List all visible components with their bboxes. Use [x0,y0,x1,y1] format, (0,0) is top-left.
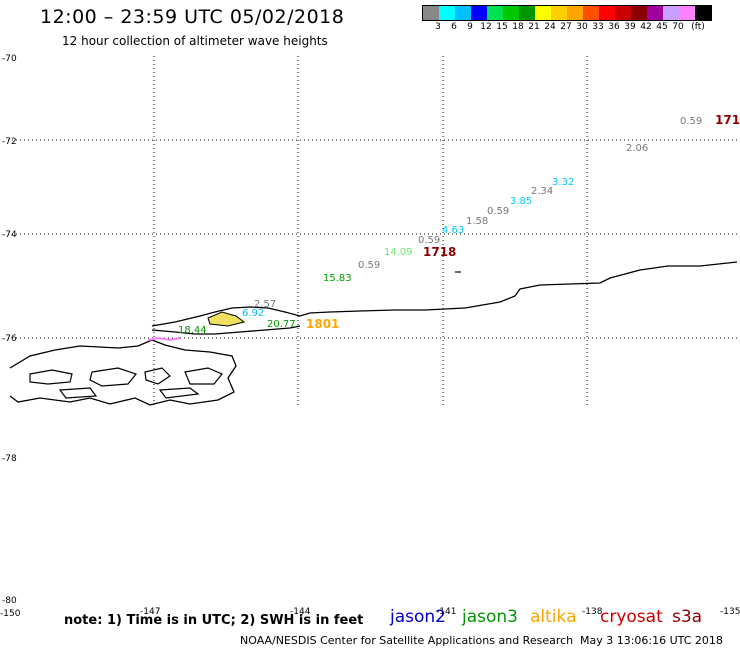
wave-height-label: 20.77 [267,319,296,330]
color-scale-label: 70 [672,22,684,32]
latitude-label: -70 [2,54,17,64]
color-swatch [663,6,679,20]
color-swatch [647,6,663,20]
wave-height-label: 6.92 [242,308,264,319]
wave-height-label: 18.44 [178,325,207,336]
island-5 [58,387,98,399]
color-scale-label: (ft) [691,22,705,32]
footer-timestamp: May 3 13:06:16 UTC 2018 [580,634,723,647]
latitude-label: -74 [2,230,17,240]
latitude-labels: -70 -72 -74 -76 -78 -80 [2,54,17,606]
color-scale-label: 9 [467,22,473,32]
wave-height-label: 2.57 [254,299,276,310]
color-swatch [551,6,567,20]
highlight-area [207,311,246,327]
wave-height-label: 2.06 [626,143,648,154]
graticule [8,56,738,408]
latitude-label: -78 [2,454,17,464]
footer-credit: NOAA/NESDIS Center for Satellite Applica… [240,634,574,647]
color-swatch [423,6,439,20]
wave-height-label: 0.59 [487,206,509,217]
longitude-label: -147 [140,607,160,617]
latitude-label: -76 [2,334,17,344]
legend-item-jason2: jason2 [390,607,446,627]
color-scale-label: 45 [656,22,668,32]
wave-height-label: 0.59 [418,235,440,246]
wave-height-label: 15.83 [323,273,352,284]
color-swatch [455,6,471,20]
color-swatch [567,6,583,20]
wave-height-label: 3.32 [552,177,574,188]
color-scale-label: 15 [496,22,508,32]
color-swatch [535,6,551,20]
color-swatch [487,6,503,20]
legend-item-cryosat: cryosat [600,607,663,627]
color-scale-label: 33 [592,22,604,32]
wave-height-label: 1.58 [466,216,488,227]
legend-item-s3a: s3a [672,607,703,627]
color-swatch [695,6,711,20]
island-4 [184,367,223,385]
legend-item-altika: altika [530,607,577,627]
wave-height-points: 0.59 1712.063.322.343.850.591.584.630.591… [178,113,740,336]
page-subtitle: 12 hour collection of altimeter wave hei… [62,34,328,48]
color-scale-label: 39 [624,22,636,32]
longitude-labels: -150 -147 -144 -141 -138 -135 [0,607,740,619]
color-scale-label: 42 [640,22,652,32]
color-swatch [503,6,519,20]
color-scale-bar [422,5,712,21]
latitude-label: -80 [2,596,17,606]
coastline-south [151,325,301,335]
color-scale-label: 18 [512,22,524,32]
longitude-label: -150 [0,609,21,619]
footer-note: note: 1) Time is in UTC; 2) SWH is in fe… [64,613,364,628]
color-scale-label: 24 [544,22,556,32]
island-6 [158,387,200,399]
wave-height-label: 171 [715,113,740,127]
wave-height-label: 0.59 [680,116,702,127]
magenta-track [147,336,181,342]
island-3 [144,367,171,385]
color-scale-label: 27 [560,22,572,32]
wave-height-label: 1801 [306,317,339,331]
color-swatch [615,6,631,20]
wave-height-label: 4.63 [442,225,464,236]
coastline-main [151,261,738,327]
color-swatch [471,6,487,20]
color-scale-label: 12 [480,22,492,32]
color-swatch [631,6,647,20]
color-swatch [439,6,455,20]
color-scale-label: 30 [576,22,588,32]
color-swatch [583,6,599,20]
longitude-label: -141 [436,607,456,617]
longitude-label: -138 [582,607,603,617]
wave-height-label: 14.09 [384,247,413,258]
page-title: 12:00 – 23:59 UTC 05/02/2018 [40,6,345,28]
legend-item-jason3: jason3 [462,607,518,627]
color-scale-label: 36 [608,22,620,32]
wave-height-label: 1718 [423,245,456,259]
color-scale-label: 6 [451,22,457,32]
longitude-label: -144 [290,607,311,617]
wave-height-label: 3.85 [510,196,532,207]
island-1 [29,369,73,385]
color-scale-label: 3 [435,22,441,32]
coastline [9,261,738,406]
latitude-label: -72 [2,137,17,147]
coastline-west [9,339,237,406]
wave-height-label: 0.59 [358,260,380,271]
color-scale-label: 21 [528,22,540,32]
color-swatch [599,6,615,20]
color-swatch [679,6,695,20]
wave-height-label: 2.34 [531,186,553,197]
color-swatch [519,6,535,20]
longitude-label: -135 [720,607,740,617]
island-2 [89,367,138,387]
